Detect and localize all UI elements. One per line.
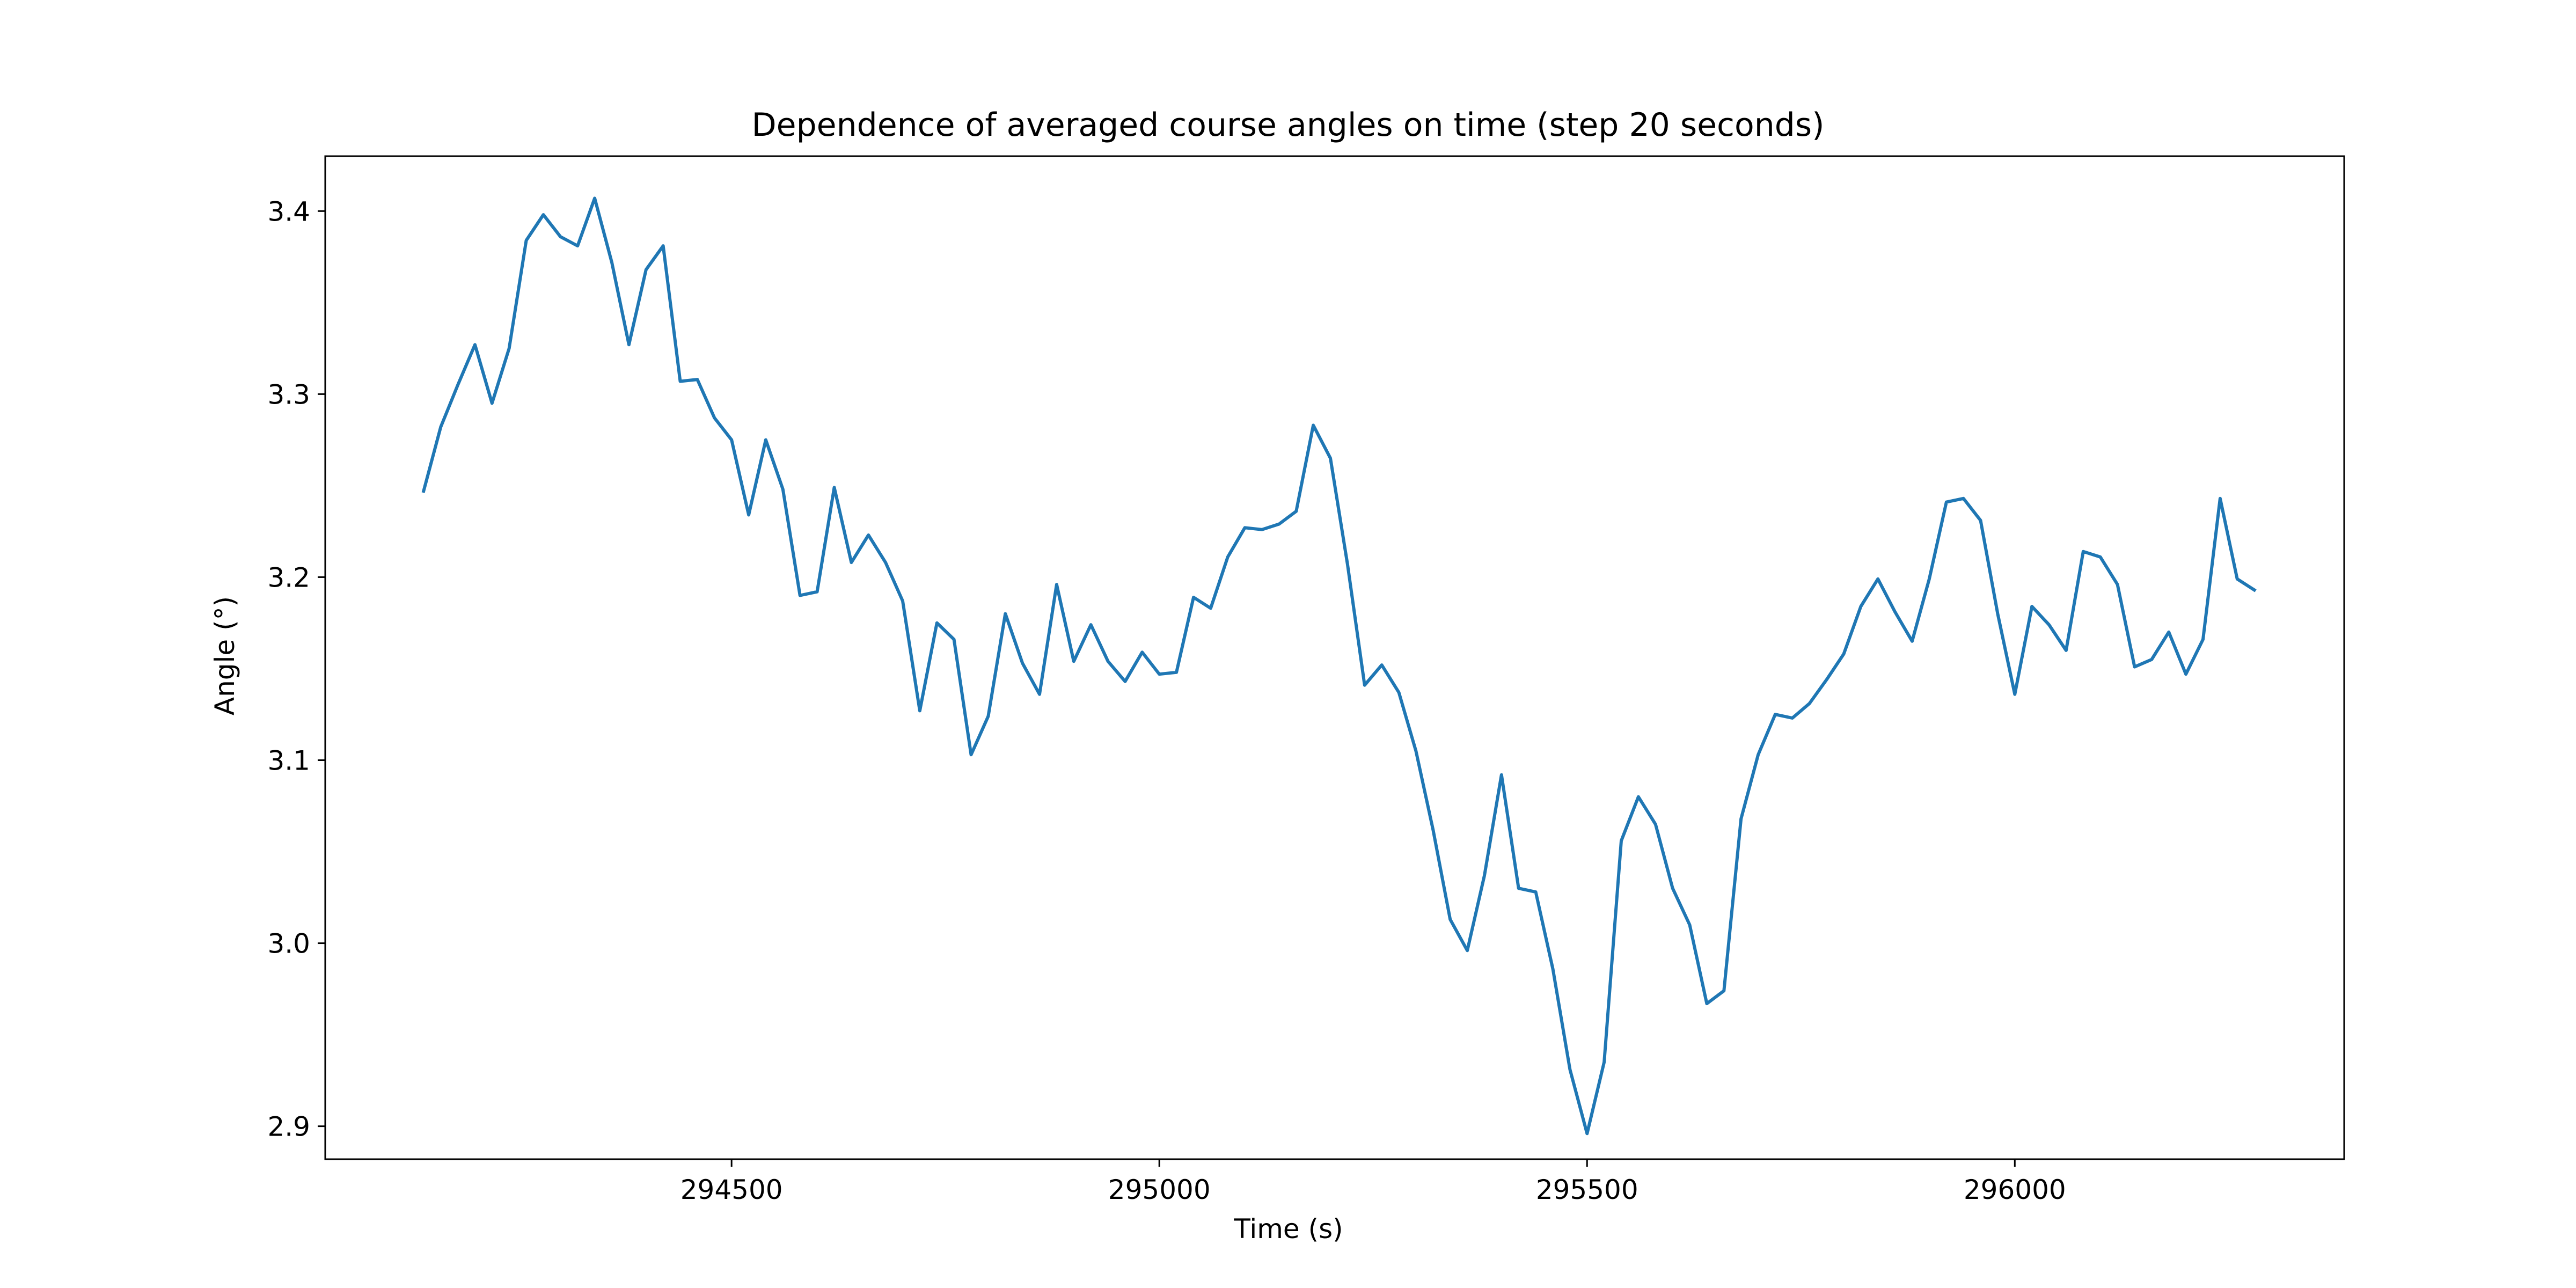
y-tick-label: 3.4 <box>267 196 310 227</box>
y-tick-label: 2.9 <box>267 1111 310 1143</box>
series-line-1 <box>421 196 2257 1136</box>
y-axis-title: Angle (°) <box>209 596 240 715</box>
chart-title: Dependence of averaged course angles on … <box>751 106 1824 144</box>
x-tick-label: 296000 <box>1964 1174 2066 1205</box>
x-axis-title: Time (s) <box>1233 1213 1343 1245</box>
plot-area: 294500 295000 295500 296000 2.9 3.0 3.1 3.2 3.3 3… <box>267 155 2345 1205</box>
plot-frame <box>324 155 2345 1160</box>
x-tick-label: 294500 <box>680 1174 783 1205</box>
x-tick-label: 295000 <box>1108 1174 1211 1205</box>
y-tick-label: 3.1 <box>267 745 310 776</box>
x-tick-label: 295500 <box>1536 1174 1638 1205</box>
y-tick-label: 3.2 <box>267 562 310 593</box>
y-tick-label: 3.0 <box>267 928 310 960</box>
y-tick-label: 3.3 <box>267 379 310 410</box>
